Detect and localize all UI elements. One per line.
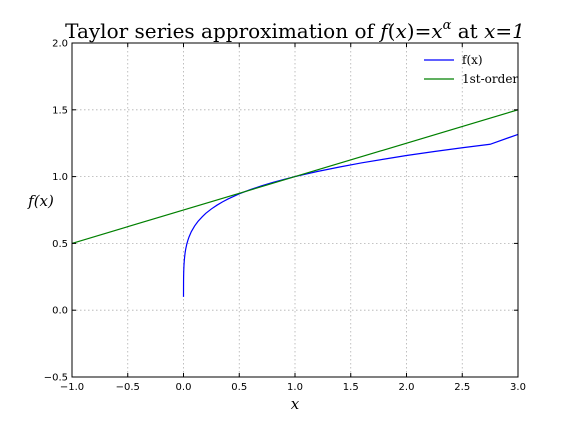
x-tick-label: −1.0 [60, 382, 84, 393]
plot-area [72, 43, 518, 377]
legend: f(x) 1st-order [424, 53, 518, 86]
plot-frame [71, 42, 519, 378]
y-tick-label: 2.0 [52, 39, 68, 50]
title-math-eq: = [415, 19, 432, 43]
title-math-base: x [431, 19, 442, 43]
x-axis-label: x [291, 395, 300, 413]
series-group [71, 109, 519, 297]
y-axis-label: f(x) [27, 192, 54, 210]
x-tick-label: 0.0 [176, 382, 192, 393]
y-tick-label: 0.5 [52, 239, 68, 250]
x-tick-label: 3.0 [510, 382, 526, 393]
series-line-first-order [71, 109, 519, 244]
title-math-x: x [395, 19, 406, 43]
title-math-xval: x=1 [484, 19, 525, 43]
tick-labels: −1.0 −0.5 0.0 0.5 1.0 1.5 2.0 2.5 3.0−0.50.00.51… [44, 39, 526, 394]
x-tick-label: −0.5 [116, 382, 140, 393]
y-tick-label: 1.5 [52, 105, 68, 116]
x-tick-label: 1.5 [343, 382, 359, 393]
series-line-fx [182, 133, 519, 297]
chart-title: Taylor series approximation of f(x)=xα a… [65, 18, 525, 43]
x-tick-label: 1.0 [287, 382, 303, 393]
x-tick-label: 2.0 [399, 382, 415, 393]
x-tick-label: 0.5 [231, 382, 247, 393]
x-tick-label: 2.5 [454, 382, 470, 393]
legend-label: 1st-order [462, 72, 518, 86]
y-tick-label: 1.0 [52, 172, 68, 183]
title-math-exp: α [443, 18, 452, 33]
legend-label: f(x) [462, 53, 483, 67]
title-math-at: at [451, 19, 484, 43]
chart-title-prefix: Taylor series approximation of [65, 19, 380, 43]
y-tick-label: 0.0 [52, 306, 68, 317]
y-tick-label: −0.5 [44, 373, 68, 384]
